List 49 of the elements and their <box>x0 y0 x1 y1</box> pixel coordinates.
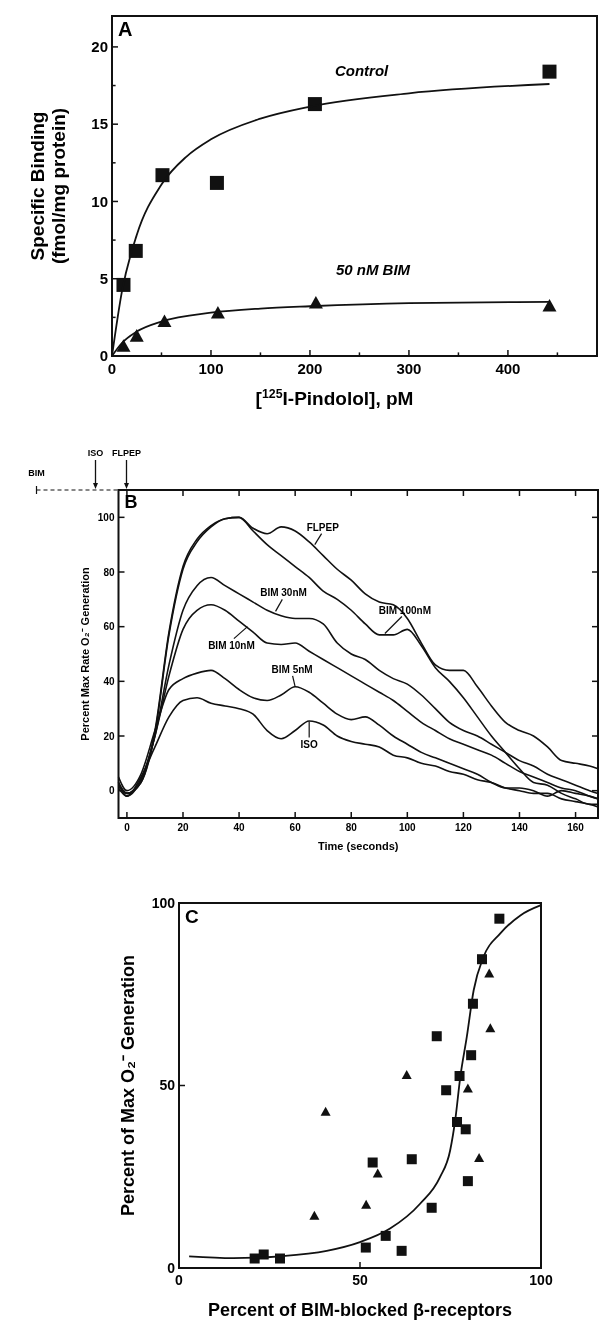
x-tick-label: 140 <box>511 822 529 833</box>
x-tick-label: 60 <box>289 822 302 833</box>
x-tick-label: 50 <box>352 1272 368 1288</box>
text: FLPEP <box>111 448 142 458</box>
x-axis-title: [$^{125}$I-Pindolol], pM <box>255 387 414 409</box>
annotation: FLPEP <box>306 521 340 533</box>
x-tick-label: 100 <box>198 360 224 377</box>
x-axis-title: Percent of BIM-blocked β-receptors <box>207 1300 513 1320</box>
y-axis-title: Percent of Max O₂⁻ Generation <box>118 954 138 1217</box>
x-tick-label: 200 <box>297 360 323 377</box>
y-axis-title: Specific Binding (fmol/mg protein) <box>26 107 70 265</box>
x-tick-label: 120 <box>455 822 473 833</box>
series-label: Control <box>334 62 390 80</box>
x-tick-label: 160 <box>567 822 585 833</box>
y-tick-label: 20 <box>103 730 115 742</box>
annotation: ISO <box>300 738 319 750</box>
annotation: BIM 10nM <box>208 639 255 651</box>
annotation: BIM 5nM <box>271 663 313 675</box>
chart-title: B <box>124 492 138 512</box>
y-tick-label: 80 <box>103 566 115 578</box>
y-tick-label: 100 <box>151 894 176 911</box>
y-tick-label: 20 <box>91 38 108 56</box>
y-axis-title: Percent Max Rate O₂⁻ Generation <box>78 567 91 741</box>
y-tick-label: 15 <box>91 115 108 133</box>
x-tick-label: 0 <box>124 822 131 833</box>
y-tick-label: 0 <box>108 785 115 797</box>
text: ISO <box>87 448 104 458</box>
x-tick-label: 400 <box>495 360 521 377</box>
x-tick-label: 300 <box>396 360 422 377</box>
x-tick-label: 100 <box>398 822 417 833</box>
chart-title: C <box>185 906 199 927</box>
x-tick-label: 20 <box>177 822 189 833</box>
annotation: BIM 30nM <box>260 587 307 599</box>
x-axis-title: Time (seconds) <box>318 840 399 852</box>
y-tick-label: 0 <box>99 347 108 365</box>
y-tick-label: 50 <box>159 1077 176 1094</box>
y-tick-label: 0 <box>167 1259 176 1276</box>
y-tick-label: 10 <box>91 192 108 210</box>
y-tick-label: 40 <box>103 675 115 687</box>
x-tick-label: 40 <box>233 822 246 833</box>
y-tick-label: 60 <box>103 621 115 633</box>
x-tick-label: 100 <box>529 1272 553 1288</box>
text: BIM <box>28 468 45 478</box>
series-label: 50 nM BIM <box>335 261 411 279</box>
chart-title: A <box>118 18 133 40</box>
annotation: BIM 100nM <box>378 604 432 616</box>
y-tick-label: 5 <box>99 269 108 287</box>
y-tick-label: 100 <box>97 511 115 523</box>
x-tick-label: 80 <box>345 822 358 833</box>
